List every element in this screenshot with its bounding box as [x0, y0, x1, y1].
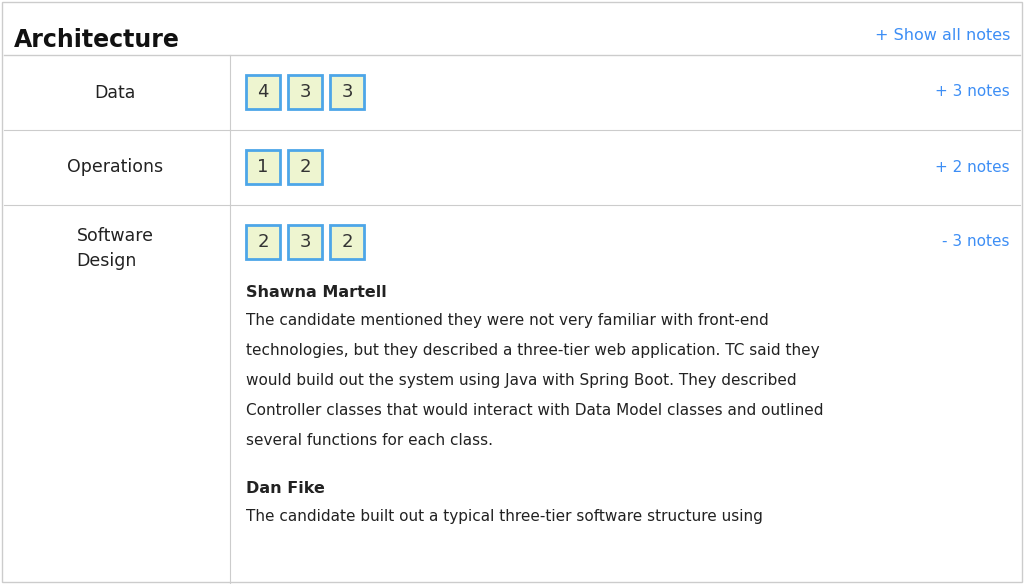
Text: 3: 3 — [299, 83, 310, 101]
Text: 2: 2 — [299, 158, 310, 176]
Text: 1: 1 — [257, 158, 268, 176]
Text: + 2 notes: + 2 notes — [935, 159, 1010, 175]
Text: several functions for each class.: several functions for each class. — [246, 433, 493, 448]
Text: Controller classes that would interact with Data Model classes and outlined: Controller classes that would interact w… — [246, 403, 823, 418]
Text: technologies, but they described a three-tier web application. TC said they: technologies, but they described a three… — [246, 343, 819, 358]
FancyBboxPatch shape — [288, 150, 322, 184]
Text: 2: 2 — [341, 233, 352, 251]
Text: + 3 notes: + 3 notes — [935, 85, 1010, 99]
Text: Data: Data — [94, 84, 136, 102]
Text: + Show all notes: + Show all notes — [874, 28, 1010, 43]
Text: - 3 notes: - 3 notes — [942, 235, 1010, 249]
Text: Software
Design: Software Design — [77, 227, 154, 270]
Text: Shawna Martell: Shawna Martell — [246, 285, 387, 300]
Text: The candidate mentioned they were not very familiar with front-end: The candidate mentioned they were not ve… — [246, 313, 769, 328]
FancyBboxPatch shape — [288, 75, 322, 109]
Text: Dan Fike: Dan Fike — [246, 481, 325, 496]
Text: 3: 3 — [299, 233, 310, 251]
FancyBboxPatch shape — [246, 150, 280, 184]
Text: would build out the system using Java with Spring Boot. They described: would build out the system using Java wi… — [246, 373, 797, 388]
Text: The candidate built out a typical three-tier software structure using: The candidate built out a typical three-… — [246, 509, 763, 524]
FancyBboxPatch shape — [246, 75, 280, 109]
Text: 3: 3 — [341, 83, 352, 101]
FancyBboxPatch shape — [246, 225, 280, 259]
Text: Operations: Operations — [67, 158, 163, 176]
FancyBboxPatch shape — [330, 75, 364, 109]
Text: 4: 4 — [257, 83, 268, 101]
Text: 2: 2 — [257, 233, 268, 251]
Text: Architecture: Architecture — [14, 28, 180, 52]
FancyBboxPatch shape — [288, 225, 322, 259]
FancyBboxPatch shape — [330, 225, 364, 259]
